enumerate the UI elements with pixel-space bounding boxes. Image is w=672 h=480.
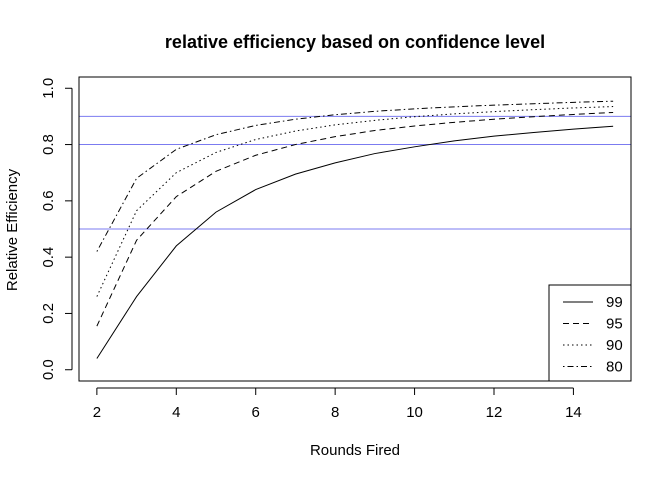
series-line-99	[96, 125, 614, 359]
legend-label-90: 90	[606, 337, 623, 354]
y-axis-label: Relative Efficiency	[4, 168, 21, 291]
x-tick-label: 12	[486, 404, 503, 421]
y-tick-label: 0.2	[40, 303, 57, 324]
series-line-95	[96, 111, 614, 327]
y-axis: 0.0 0.2 0.4 0.6 0.8 1.0	[40, 78, 73, 380]
legend-label-80: 80	[606, 359, 623, 376]
series-lines	[96, 100, 614, 359]
x-tick-label: 2	[93, 404, 101, 421]
y-tick-label: 0.8	[40, 134, 57, 155]
legend-label-99: 99	[606, 294, 623, 311]
x-tick-label: 14	[565, 404, 582, 421]
x-tick-label: 8	[331, 404, 339, 421]
series-line-80	[96, 100, 614, 252]
x-axis-label: Rounds Fired	[310, 442, 400, 459]
x-tick-label: 6	[252, 404, 260, 421]
legend-box	[548, 284, 632, 382]
series-line-90	[96, 106, 614, 297]
legend: 99 95 90 80	[548, 284, 632, 382]
x-axis: 2 4 6 8 10 12 14	[93, 387, 582, 421]
y-tick-label: 0.6	[40, 190, 57, 211]
y-tick-label: 0.4	[40, 247, 57, 268]
chart-title: relative efficiency based on confidence …	[165, 32, 545, 52]
x-tick-label: 10	[406, 404, 423, 421]
y-tick-label: 0.0	[40, 359, 57, 380]
x-tick-label: 4	[172, 404, 180, 421]
y-tick-label: 1.0	[40, 78, 57, 99]
legend-label-95: 95	[606, 316, 623, 333]
plot-border	[78, 76, 632, 382]
